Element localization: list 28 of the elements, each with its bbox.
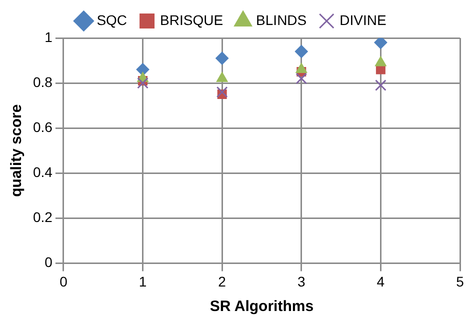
point [374, 38, 388, 50]
x-tick-label: 3 [297, 273, 306, 290]
point [294, 45, 308, 58]
x-tick-label: 0 [60, 273, 68, 290]
point [296, 72, 308, 84]
legend-label: BLINDS [256, 12, 307, 28]
x-tick-label: 2 [218, 273, 226, 290]
legend-label: BRISQUE [160, 12, 224, 28]
legend-label: SQC [96, 12, 128, 28]
x-axis-title: SR Algorithms [210, 298, 314, 316]
y-tick-label: 0.2 [32, 209, 53, 226]
point [137, 77, 148, 89]
x-tick-label: 1 [138, 273, 147, 290]
x-tick-label: 4 [376, 273, 385, 290]
y-tick-label: 0.4 [32, 164, 53, 180]
point [136, 63, 150, 76]
point [374, 80, 386, 91]
y-tick-label: 0.8 [32, 74, 53, 90]
point [296, 63, 308, 74]
x-tick-label: 5 [456, 273, 464, 290]
y-axis-title: quality score [8, 104, 26, 197]
legend-label: DIVINE [340, 12, 386, 28]
y-tick-label: 0 [44, 254, 53, 270]
point [216, 86, 228, 98]
y-tick-label: 1 [44, 28, 53, 45]
point [216, 52, 229, 65]
point [216, 72, 228, 82]
y-tick-label: 0.6 [32, 118, 53, 135]
